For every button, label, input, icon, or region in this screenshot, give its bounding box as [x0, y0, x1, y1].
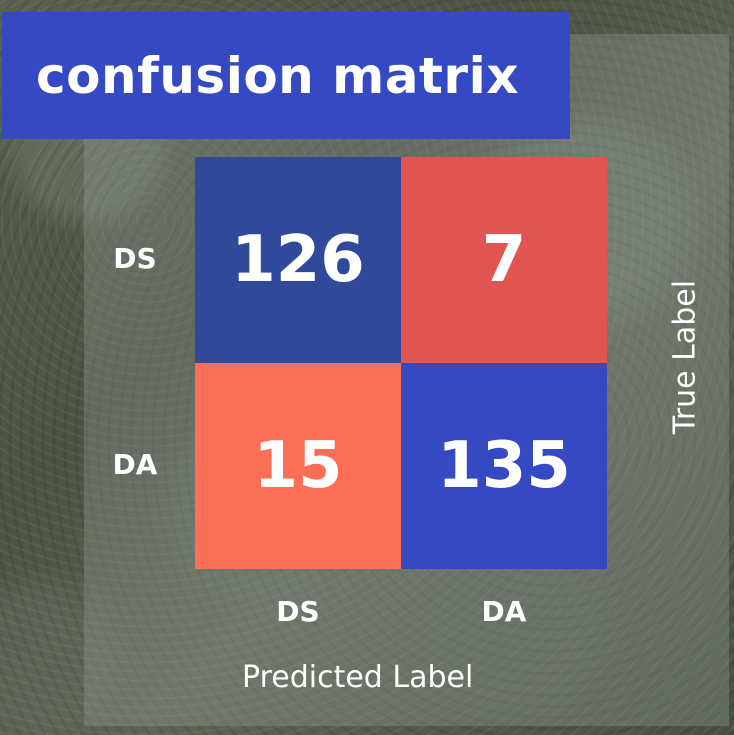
row-tick-label: DA	[112, 448, 158, 481]
x-axis-label: Predicted Label	[242, 660, 474, 695]
column-tick-label: DA	[481, 595, 527, 628]
cell-value: 135	[437, 429, 571, 503]
cell-value: 15	[253, 429, 343, 503]
cell-value: 7	[481, 223, 527, 297]
y-axis-label: True Label	[667, 279, 703, 435]
matrix-cell: 135	[401, 363, 607, 569]
matrix-cell: 126	[195, 157, 401, 363]
title-banner: confusion matrix	[2, 12, 570, 139]
matrix-cell: 7	[401, 157, 607, 363]
matrix-cell: 15	[195, 363, 401, 569]
column-tick-label: DS	[276, 595, 320, 628]
row-tick-label: DS	[113, 242, 157, 275]
chart-title: confusion matrix	[36, 46, 519, 105]
cell-value: 126	[231, 223, 365, 297]
